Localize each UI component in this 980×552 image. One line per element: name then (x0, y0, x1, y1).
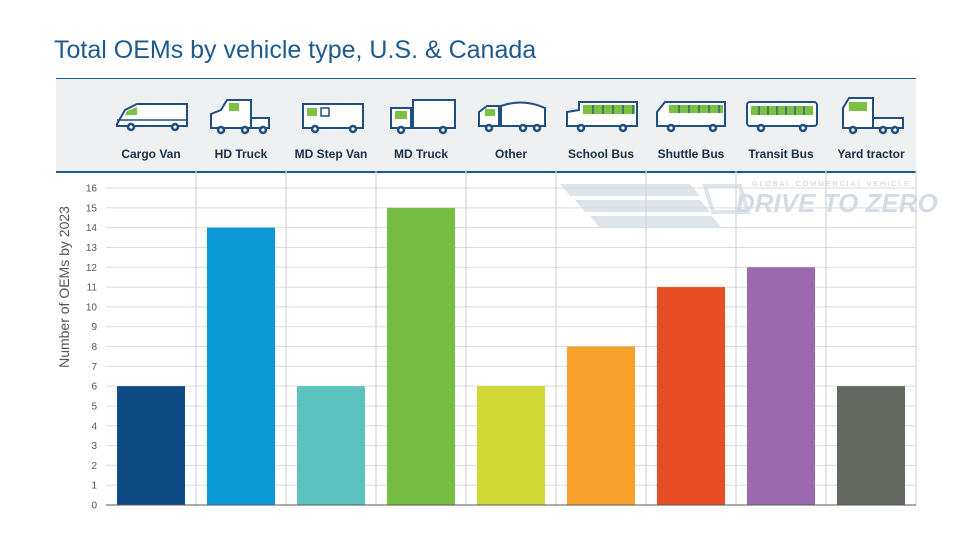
transit-bus-icon (746, 101, 818, 133)
y-tick-label: 0 (91, 501, 97, 512)
watermark-logo: GLOBAL COMMERCIAL VEHICLE DRIVE TO ZERO (560, 181, 938, 228)
category-label: School Bus (568, 147, 634, 161)
category-label: Transit Bus (748, 147, 814, 161)
y-tick-label: 15 (86, 203, 98, 214)
category-label: MD Step Van (295, 147, 368, 161)
bar-md-truck (387, 207, 455, 505)
bar-yard-tractor (837, 386, 905, 505)
y-axis-title: Number of OEMs by 2023 (56, 206, 72, 368)
y-tick-label: 2 (91, 461, 97, 472)
bar-shuttle-bus (657, 287, 725, 505)
bar-md-step-van (297, 386, 365, 505)
category-label: MD Truck (394, 147, 448, 161)
y-tick-label: 16 (86, 184, 98, 195)
hd-truck-icon (210, 99, 270, 135)
md-truck-icon (390, 99, 456, 135)
bar-other (477, 386, 545, 505)
bars (117, 207, 905, 505)
y-tick-label: 4 (91, 421, 97, 432)
y-tick-label: 9 (91, 322, 97, 333)
md-step-van-icon (302, 103, 364, 134)
category-labels: Cargo Van HD Truck MD Step Van MD Truck Othe… (121, 147, 905, 161)
school-bus-icon (566, 101, 638, 133)
category-label: Shuttle Bus (658, 147, 725, 161)
y-tick-label: 6 (91, 382, 97, 393)
category-label: HD Truck (215, 147, 268, 161)
y-tick-label: 13 (86, 243, 98, 254)
category-label: Yard tractor (837, 147, 905, 161)
category-label: Cargo Van (121, 147, 180, 161)
watermark-mark (560, 184, 751, 228)
bar-school-bus (567, 346, 635, 505)
other-vehicle-icon (478, 101, 546, 133)
watermark-line1: GLOBAL COMMERCIAL VEHICLE (752, 181, 911, 188)
y-tick-label: 5 (91, 401, 97, 412)
watermark-line2: DRIVE TO ZERO (736, 188, 938, 218)
y-tick-label: 8 (91, 342, 97, 353)
bar-hd-truck (207, 227, 275, 505)
chart-title: Total OEMs by vehicle type, U.S. & Canad… (54, 36, 537, 64)
shuttle-bus-icon (656, 101, 726, 133)
bar-transit-bus (747, 267, 815, 505)
category-dividers (195, 170, 917, 505)
y-tick-label: 14 (86, 223, 98, 234)
y-tick-label: 11 (87, 283, 98, 294)
category-label: Other (495, 147, 527, 161)
cargo-van-icon (116, 103, 188, 132)
y-tick-label: 10 (86, 302, 98, 313)
y-tick-label: 3 (91, 441, 97, 452)
y-tick-label: 12 (86, 263, 98, 274)
y-tick-label: 1 (91, 481, 97, 492)
vehicle-icons (116, 97, 904, 135)
bar-cargo-van (117, 386, 185, 505)
yard-tractor-icon (842, 97, 904, 135)
y-tick-label: 7 (91, 362, 97, 373)
